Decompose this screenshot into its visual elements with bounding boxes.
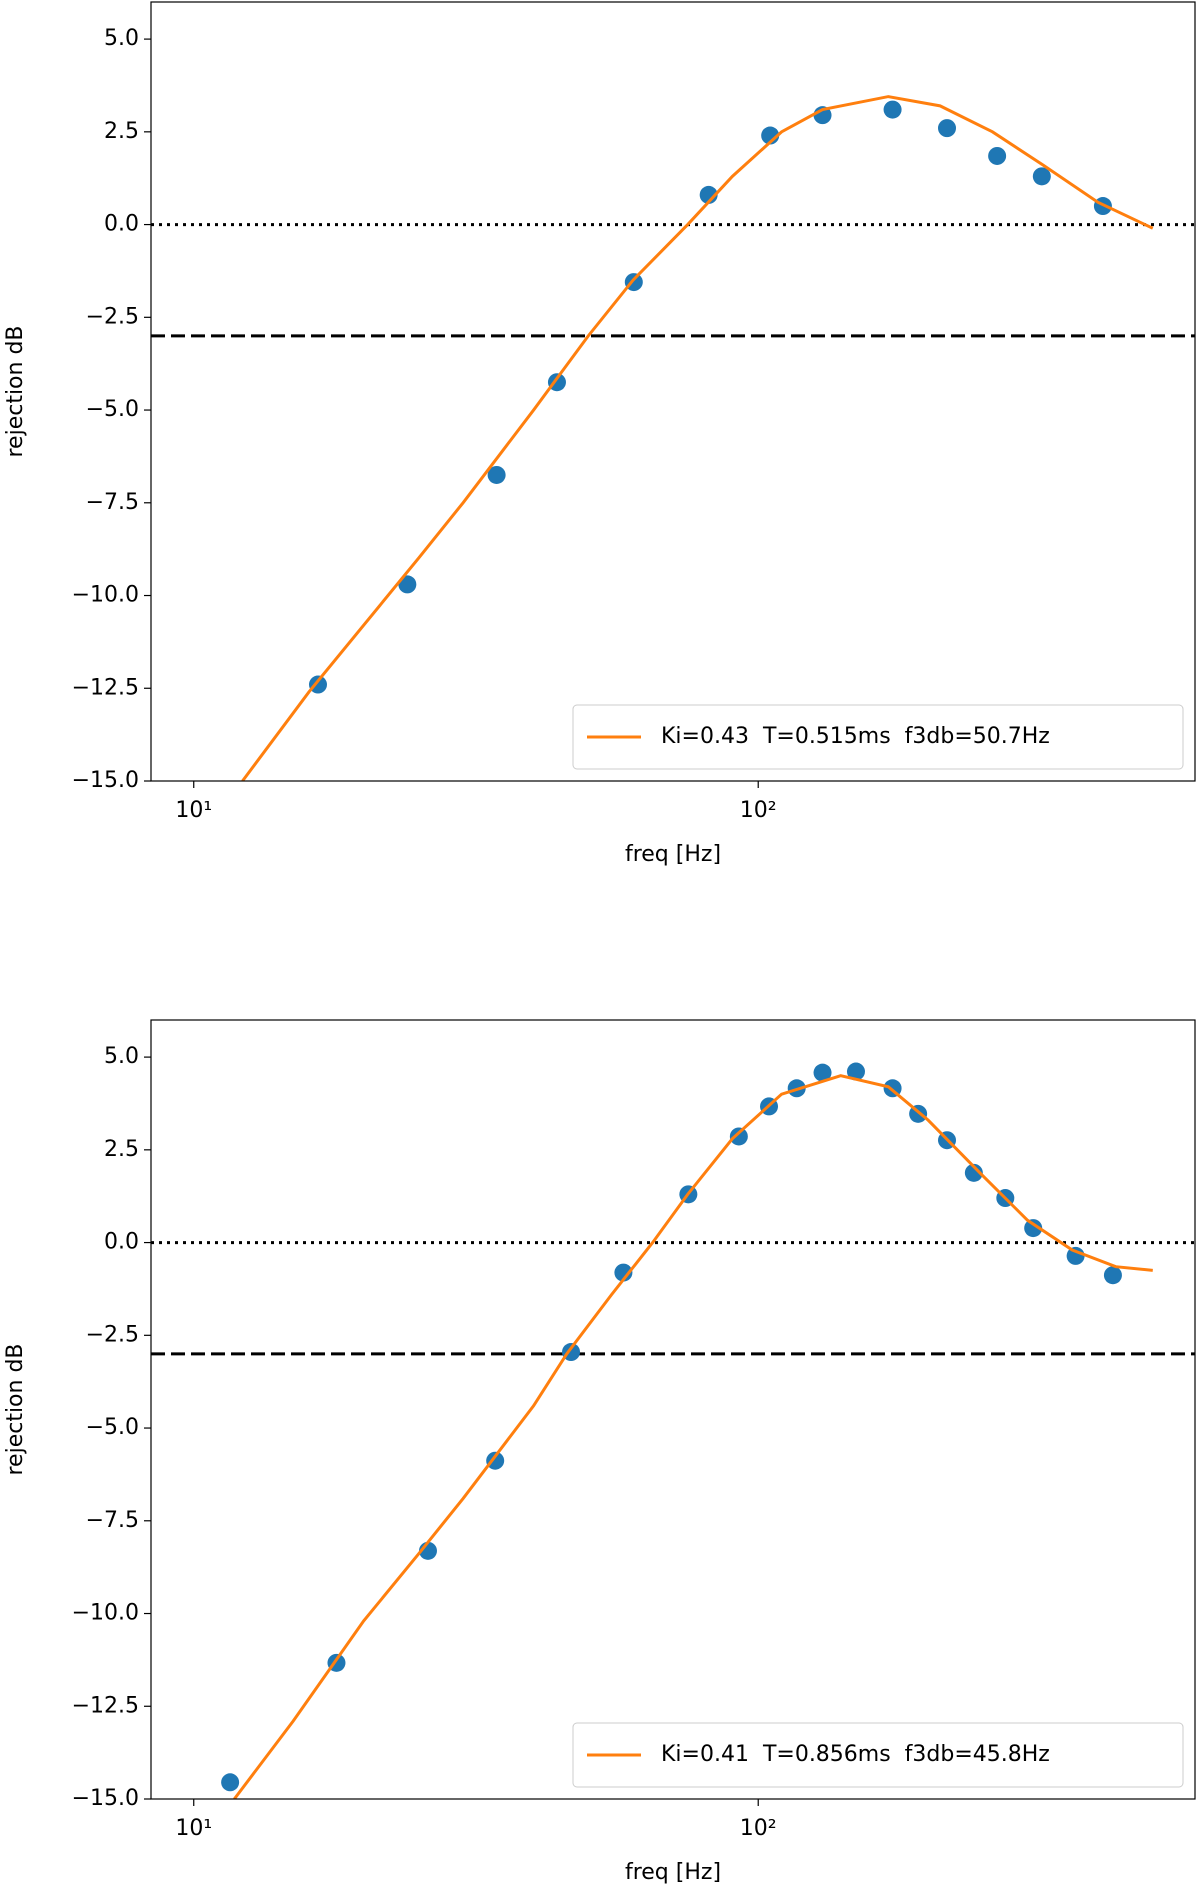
y-tick-label: 2.5 — [104, 1137, 139, 1162]
data-point — [699, 185, 718, 204]
y-tick-label: 5.0 — [104, 26, 139, 51]
y-tick-label: −2.5 — [86, 304, 139, 329]
data-point — [1103, 1266, 1122, 1285]
y-tick-label: −15.0 — [72, 1786, 139, 1811]
x-tick-label: 10¹ — [175, 1816, 212, 1841]
y-tick-label: 2.5 — [104, 119, 139, 144]
data-point — [221, 1773, 240, 1792]
x-tick-label: 10² — [740, 1816, 777, 1841]
data-point — [729, 1127, 748, 1146]
data-point — [1024, 1219, 1043, 1238]
data-point — [813, 1063, 832, 1082]
data-point — [988, 146, 1007, 165]
y-tick-label: −5.0 — [86, 397, 139, 422]
x-tick-label: 10¹ — [175, 798, 212, 823]
y-axis-label: rejection dB — [3, 1343, 28, 1475]
fit-line — [233, 1074, 1153, 1799]
data-point — [1032, 167, 1051, 186]
plot-area — [151, 1062, 1195, 1799]
y-tick-label: −7.5 — [86, 1508, 139, 1533]
data-point — [938, 119, 957, 138]
chart: −15.0 −12.5 −10.0 −7.5 −5.0 −2.5 0.0 2.5 5.0 10¹ 1… — [3, 1019, 1196, 1885]
legend-label: Ki=0.41 T=0.856ms f3db=45.8Hz — [661, 1742, 1050, 1767]
axes-frame — [150, 1019, 1196, 1800]
y-tick-label: 0.0 — [104, 1230, 139, 1255]
x-axis-label: freq [Hz] — [625, 1860, 721, 1885]
y-tick-label: −12.5 — [72, 1693, 139, 1718]
data-point — [486, 1451, 505, 1470]
y-tick-label: −12.5 — [72, 675, 139, 700]
y-axis-label: rejection dB — [3, 325, 28, 457]
y-tick-label: −10.0 — [72, 583, 139, 608]
legend-box — [572, 704, 1184, 770]
y-tick-label: −7.5 — [86, 490, 139, 515]
data-point — [308, 675, 327, 694]
y-tick-label: 0.0 — [104, 212, 139, 237]
fit-line — [241, 95, 1154, 781]
data-point — [964, 1163, 983, 1182]
data-point — [883, 100, 902, 119]
data-point — [846, 1062, 865, 1081]
plot-area — [151, 95, 1195, 781]
data-point — [487, 465, 506, 484]
y-tick-label: −15.0 — [72, 768, 139, 793]
legend-box — [572, 1722, 1184, 1788]
data-point — [398, 575, 417, 594]
y-tick-label: −10.0 — [72, 1601, 139, 1626]
x-axis-label: freq [Hz] — [625, 842, 721, 867]
y-tick-label: 5.0 — [104, 1044, 139, 1069]
legend-label: Ki=0.43 T=0.515ms f3db=50.7Hz — [661, 724, 1050, 749]
x-tick-label: 10² — [740, 798, 777, 823]
y-tick-label: −5.0 — [86, 1415, 139, 1440]
y-tick-label: −2.5 — [86, 1322, 139, 1347]
data-point — [614, 1263, 633, 1282]
axes-frame — [150, 1, 1196, 782]
chart: −15.0 −12.5 −10.0 −7.5 −5.0 −2.5 0.0 2.5 5.0 10¹ 1… — [3, 1, 1196, 867]
